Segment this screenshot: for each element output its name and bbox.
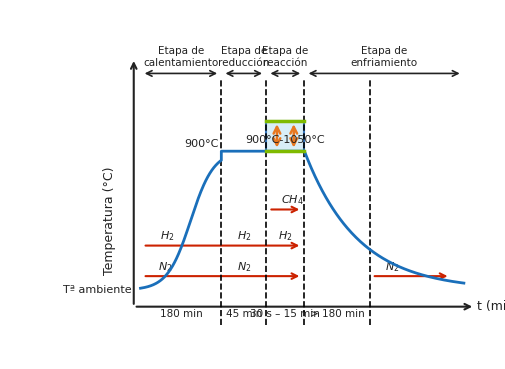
Text: $H_2$: $H_2$ (278, 230, 292, 243)
Text: Etapa de
enfriamiento: Etapa de enfriamiento (350, 46, 417, 68)
Text: 900°C-1050°C: 900°C-1050°C (245, 135, 325, 145)
Text: > 180 min: > 180 min (309, 310, 364, 320)
Text: $N_2$: $N_2$ (384, 260, 398, 274)
Text: $CH_4$: $CH_4$ (280, 193, 303, 207)
Text: 45 min: 45 min (225, 310, 262, 320)
Text: Tª ambiente: Tª ambiente (63, 285, 131, 295)
Text: Etapa de
reducción: Etapa de reducción (218, 46, 269, 68)
Text: Etapa de
calentamiento: Etapa de calentamiento (143, 46, 218, 68)
Text: $H_2$: $H_2$ (236, 230, 250, 243)
Text: t (min): t (min) (476, 300, 505, 313)
Text: $H_2$: $H_2$ (160, 230, 174, 243)
Text: 900°C: 900°C (184, 139, 218, 149)
Text: Temperatura (°C): Temperatura (°C) (103, 166, 115, 275)
Text: $N_2$: $N_2$ (158, 260, 172, 274)
Text: 180 min: 180 min (159, 310, 202, 320)
Bar (266, 121, 304, 151)
Text: $N_2$: $N_2$ (236, 260, 250, 274)
Text: Etapa de
reacción: Etapa de reacción (262, 46, 308, 68)
Text: 30 s – 15 min: 30 s – 15 min (250, 310, 320, 320)
